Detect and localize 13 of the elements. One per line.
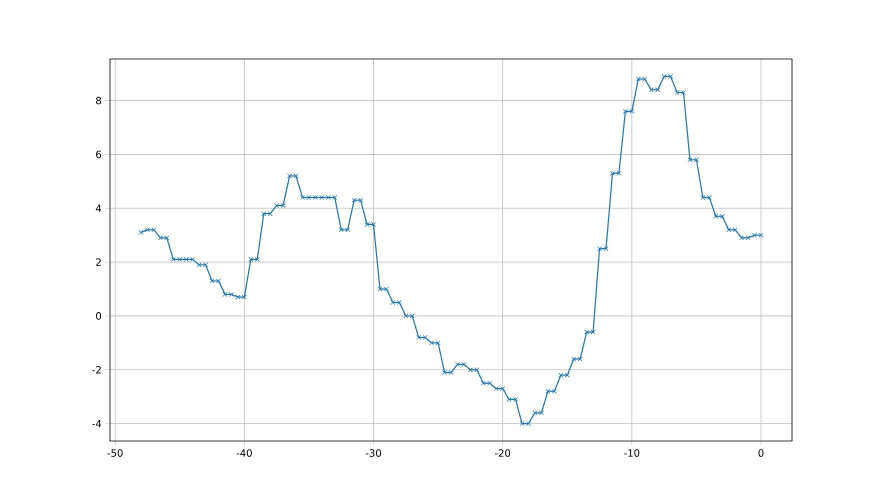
x-tick-label: -30 bbox=[366, 449, 381, 457]
x-tick-label: -40 bbox=[236, 449, 252, 457]
y-tick-label: -4 bbox=[92, 420, 102, 428]
y-tick-label: 6 bbox=[96, 150, 102, 158]
x-tick-label: 0 bbox=[758, 449, 764, 457]
y-tick-label: 0 bbox=[96, 312, 102, 320]
y-tick-label: 2 bbox=[96, 258, 101, 266]
y-tick-label: -2 bbox=[92, 366, 101, 374]
x-tick-label: -10 bbox=[624, 449, 640, 457]
y-tick-label: 8 bbox=[96, 96, 102, 104]
x-tick-label: -20 bbox=[494, 449, 510, 457]
x-tick-label: -50 bbox=[107, 449, 123, 457]
y-tick-label: 4 bbox=[96, 204, 102, 212]
